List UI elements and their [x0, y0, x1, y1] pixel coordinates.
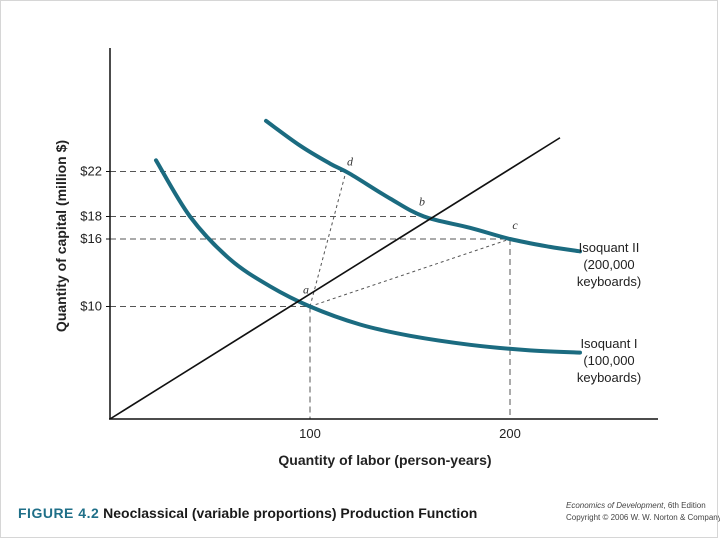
x-tick-label: 100 — [299, 426, 321, 441]
connector-lines — [309, 171, 511, 307]
curve-label-line: Isoquant I — [580, 336, 637, 351]
connector-a-d — [309, 171, 347, 307]
isoquant-1-curve — [154, 158, 582, 355]
expansion-ray — [109, 137, 561, 420]
figure-title: Neoclassical (variable proportions) Prod… — [103, 505, 478, 521]
tick-labels: $10 $16 $18 $22 100 200 — [80, 164, 521, 442]
axes — [109, 48, 658, 420]
point-labels: a b c d — [303, 155, 518, 297]
source-edition: , 6th Edition — [663, 501, 706, 510]
x-tick-label: 200 — [499, 426, 521, 441]
source-book: Economics of Development — [566, 501, 664, 510]
point-label-d: d — [347, 155, 354, 169]
isoquant-curves — [154, 118, 582, 355]
connector-a-c — [309, 238, 511, 307]
y-tick-label: $16 — [80, 231, 102, 246]
x-axis-title: Quantity of labor (person-years) — [278, 452, 491, 468]
isoquant-1-label: Isoquant I (100,000 keyboards) — [577, 336, 641, 385]
y-tick-label: $22 — [80, 164, 102, 179]
curve-label-line: Isoquant II — [579, 240, 640, 255]
source-book-line: Economics of Development, 6th Edition — [566, 500, 720, 512]
source-copyright: Copyright © 2006 W. W. Norton & Company — [566, 513, 720, 522]
curve-label-line: (200,000 — [583, 257, 634, 272]
expansion-ray-line — [109, 137, 561, 420]
curve-label-line: keyboards) — [577, 274, 641, 289]
curve-labels: Isoquant I (100,000 keyboards) Isoquant II (… — [577, 240, 641, 385]
figure-caption: FIGURE 4.2 Neoclassical (variable propor… — [18, 505, 477, 521]
production-function-chart: $10 $16 $18 $22 100 200 a b c d Isoquant I (100,0… — [53, 48, 658, 468]
isoquant-2-curve — [264, 118, 582, 254]
y-tick-label: $10 — [80, 299, 102, 314]
point-label-a: a — [303, 283, 309, 297]
point-label-c: c — [512, 218, 518, 232]
y-tick-label: $18 — [80, 209, 102, 224]
figure-number: FIGURE 4.2 — [18, 505, 100, 521]
dashed-guide-lines — [110, 171, 511, 419]
y-axis-title: Quantity of capital (million $) — [53, 140, 69, 332]
curve-label-line: keyboards) — [577, 370, 641, 385]
source-credit: Economics of Development, 6th Edition Co… — [566, 500, 720, 524]
curve-label-line: (100,000 — [583, 353, 634, 368]
point-label-b: b — [419, 195, 425, 209]
isoquant-2-label: Isoquant II (200,000 keyboards) — [577, 240, 641, 289]
